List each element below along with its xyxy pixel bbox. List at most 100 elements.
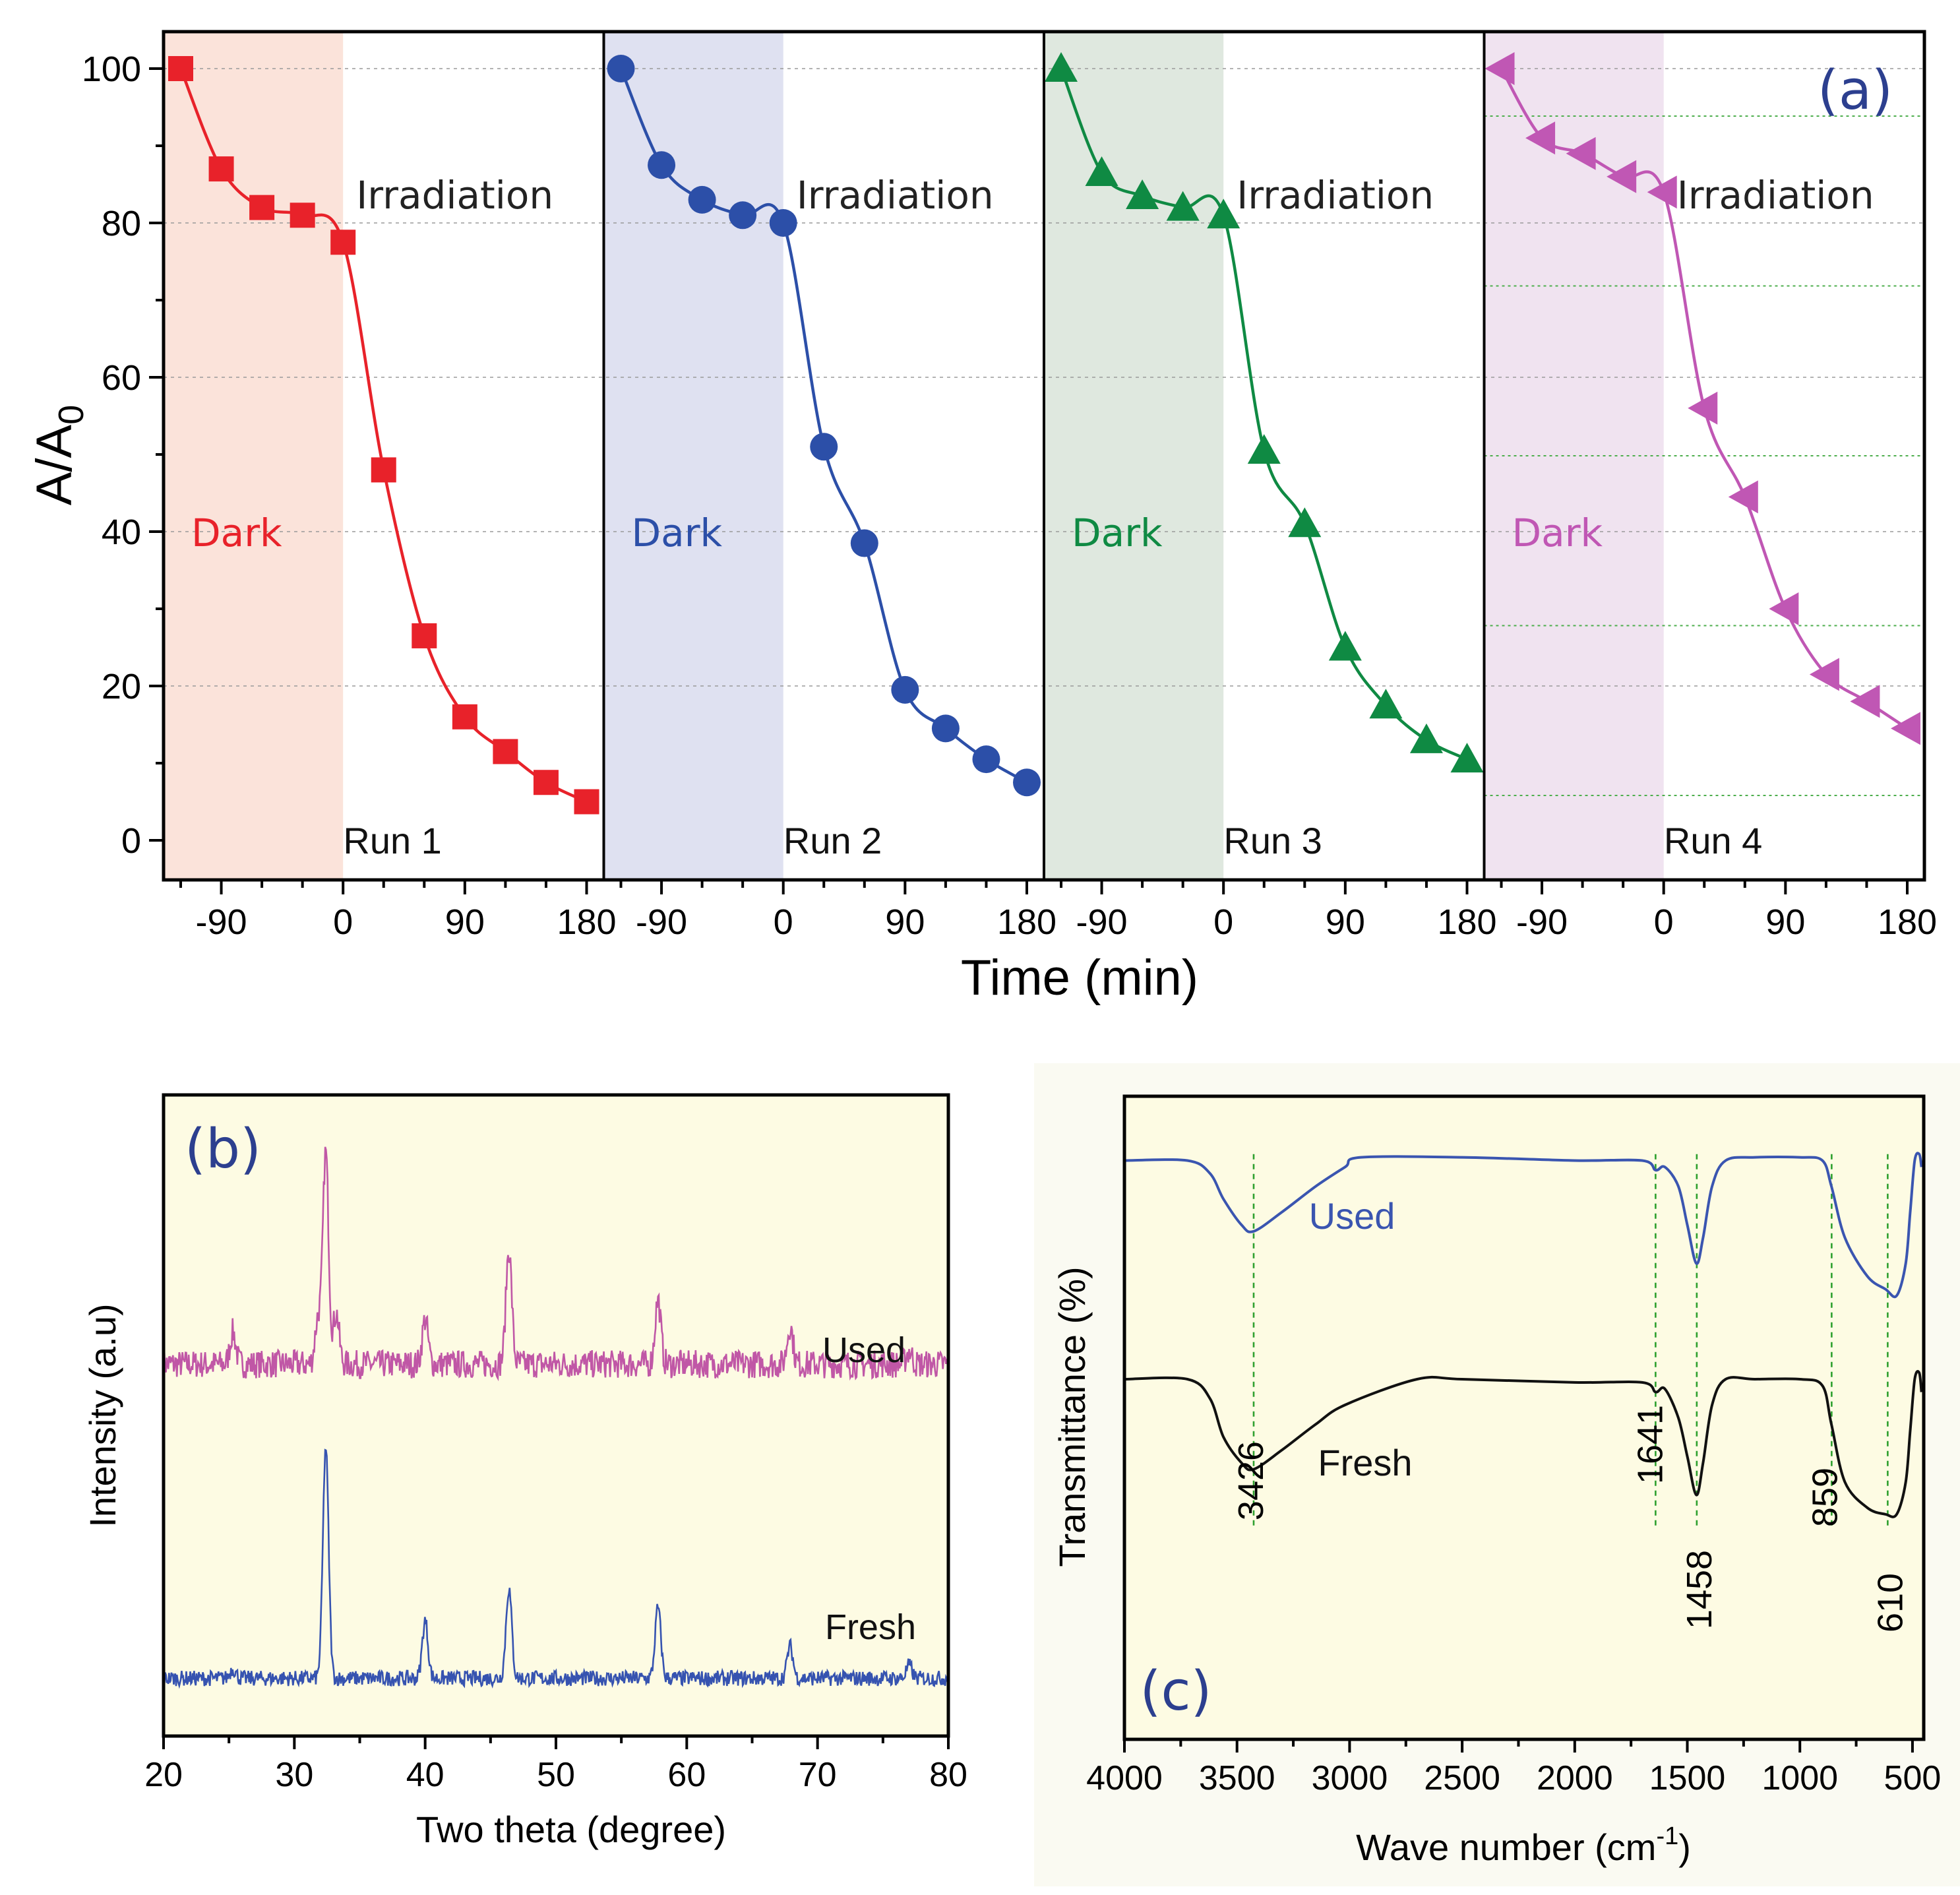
run-1-point [168,56,193,81]
panel-b-ylabel: Intensity (a.u) [82,1303,123,1527]
x-tick-label: -90 [1076,902,1128,942]
panel-c-curves [1124,1152,1923,1518]
xrd-used-trace [162,1146,948,1382]
run-4-point [1809,658,1839,691]
ftir-fresh-trace [1124,1370,1923,1518]
run-1-point [371,457,396,483]
x-tick-label: 3500 [1199,1759,1275,1797]
peak-label-859: 859 [1805,1468,1845,1527]
run-2-point [850,529,878,557]
panel-a-markers [168,52,1920,815]
run-1-point [574,789,599,815]
panel-c-peak-labels: 3426 1641 1458 859 610 [1231,1405,1910,1632]
run-4-point [1850,685,1880,718]
run-4-point [1728,480,1758,514]
run-3-dark-shade [1044,32,1224,880]
panel-c-axes: 4000 3500 3000 2500 2000 1500 1000 500 [1086,1739,1941,1797]
x-tick-label: 90 [445,902,485,942]
panel-c-xlabel-end: ) [1678,1826,1691,1868]
x-tick-label: 60 [667,1756,706,1794]
x-tick-label: 1000 [1761,1759,1838,1797]
x-tick-label: 30 [275,1756,313,1794]
run-3-point [1045,52,1078,82]
x-tick-label: 40 [406,1756,444,1794]
run-1-point [533,770,559,795]
x-tick-label: 2000 [1537,1759,1613,1797]
run-1-point [290,202,315,228]
run-2-dark-shade [603,32,783,880]
run-3-point [1328,631,1362,661]
run-4-point [1769,592,1799,625]
run-3-point [1247,434,1281,464]
run-2-point [729,201,757,230]
run-4-point [1647,175,1677,209]
ftir-used-trace [1124,1152,1923,1299]
panel-a: Dark Irradiation Run 1 Dark Irradiation Run 2… [26,30,1937,1006]
run-1-point [452,704,477,730]
run-2-point [769,209,797,237]
panel-c-xlabel-sup: -1 [1656,1822,1678,1850]
run-3-point [1369,689,1403,719]
y-tick-label: 80 [102,204,141,243]
y-tick-label: 0 [121,821,141,861]
run-1-dark-label: Dark [191,511,282,555]
panel-c-xlabel: Wave number (cm-1) [1356,1822,1691,1868]
run-3-point [1166,191,1200,221]
run-1-point [330,230,356,255]
panel-b-label-fresh: Fresh [825,1607,916,1647]
panel-b-plot-bg [164,1095,948,1736]
peak-label-3426: 3426 [1231,1441,1271,1520]
panel-c: 4000 3500 3000 2500 2000 1500 1000 500 3426 1641… [1034,1063,1960,1886]
run-3-point [1085,156,1118,186]
panel-a-xlabel: Time (min) [961,950,1198,1006]
run-1-dark-shade [164,32,344,880]
panel-c-label-fresh: Fresh [1318,1442,1412,1483]
run-3-point [1450,743,1484,773]
run-2-point [931,714,960,743]
panel-b-tag: (b) [185,1118,261,1181]
run-2-point [810,433,838,461]
panel-c-label-used: Used [1309,1195,1395,1237]
x-tick-label: -90 [196,902,247,942]
peak-label-1641: 1641 [1630,1405,1670,1484]
run-1-point [412,623,437,648]
x-tick-label: 0 [1213,902,1233,942]
run-4-point [1566,137,1596,170]
run-2-point [972,745,1000,774]
panel-a-labels: Dark Irradiation Run 1 Dark Irradiation Run 2… [191,173,1874,861]
panel-c-plot-bg [1124,1096,1924,1739]
x-tick-label: 50 [537,1756,575,1794]
x-tick-label: -90 [1516,902,1568,942]
run-3-dark-label: Dark [1072,511,1163,555]
run-2-point [648,151,676,179]
run-3-point [1207,199,1240,229]
svg-text:A/A0: A/A0 [26,405,91,506]
panel-c-frame [1122,1094,1926,1741]
x-tick-label: 80 [929,1756,967,1794]
panel-a-axes: -90 0 90 180 -90 0 90 180 -90 0 90 180 -90 0 90 180 0 20 4… [82,32,1937,942]
panel-a-ylabel: A/A0 [26,405,91,506]
panel-a-ylabel-sub: 0 [51,405,91,425]
run-4-point [1607,160,1637,193]
y-tick-label: 20 [102,667,141,706]
y-tick-label: 40 [102,513,141,552]
run-2-point [688,185,716,214]
x-tick-label: 0 [774,902,793,942]
y-tick-label: 100 [82,49,141,89]
panel-a-ylabel-main: A/A [26,424,82,505]
x-tick-label: 180 [997,902,1057,942]
panel-b: 20 30 40 50 60 70 80 (b) Used Fresh Two theta … [82,1093,967,1850]
panel-c-xlabel-main: Wave number (cm [1356,1826,1656,1868]
x-tick-label: 4000 [1086,1759,1163,1797]
x-tick-label: 90 [885,902,925,942]
run-1-irradiation-label: Irradiation [356,173,553,218]
run-4-point [1525,121,1556,155]
run-3-point [1288,507,1322,538]
run-1-name-label: Run 1 [343,820,441,861]
run-3-name-label: Run 3 [1223,820,1322,861]
run-4-irradiation-label: Irradiation [1677,173,1874,218]
run-4-dark-label: Dark [1512,511,1603,555]
x-tick-label: 0 [1654,902,1674,942]
run-3-point [1126,179,1159,210]
y-tick-label: 60 [102,358,141,398]
